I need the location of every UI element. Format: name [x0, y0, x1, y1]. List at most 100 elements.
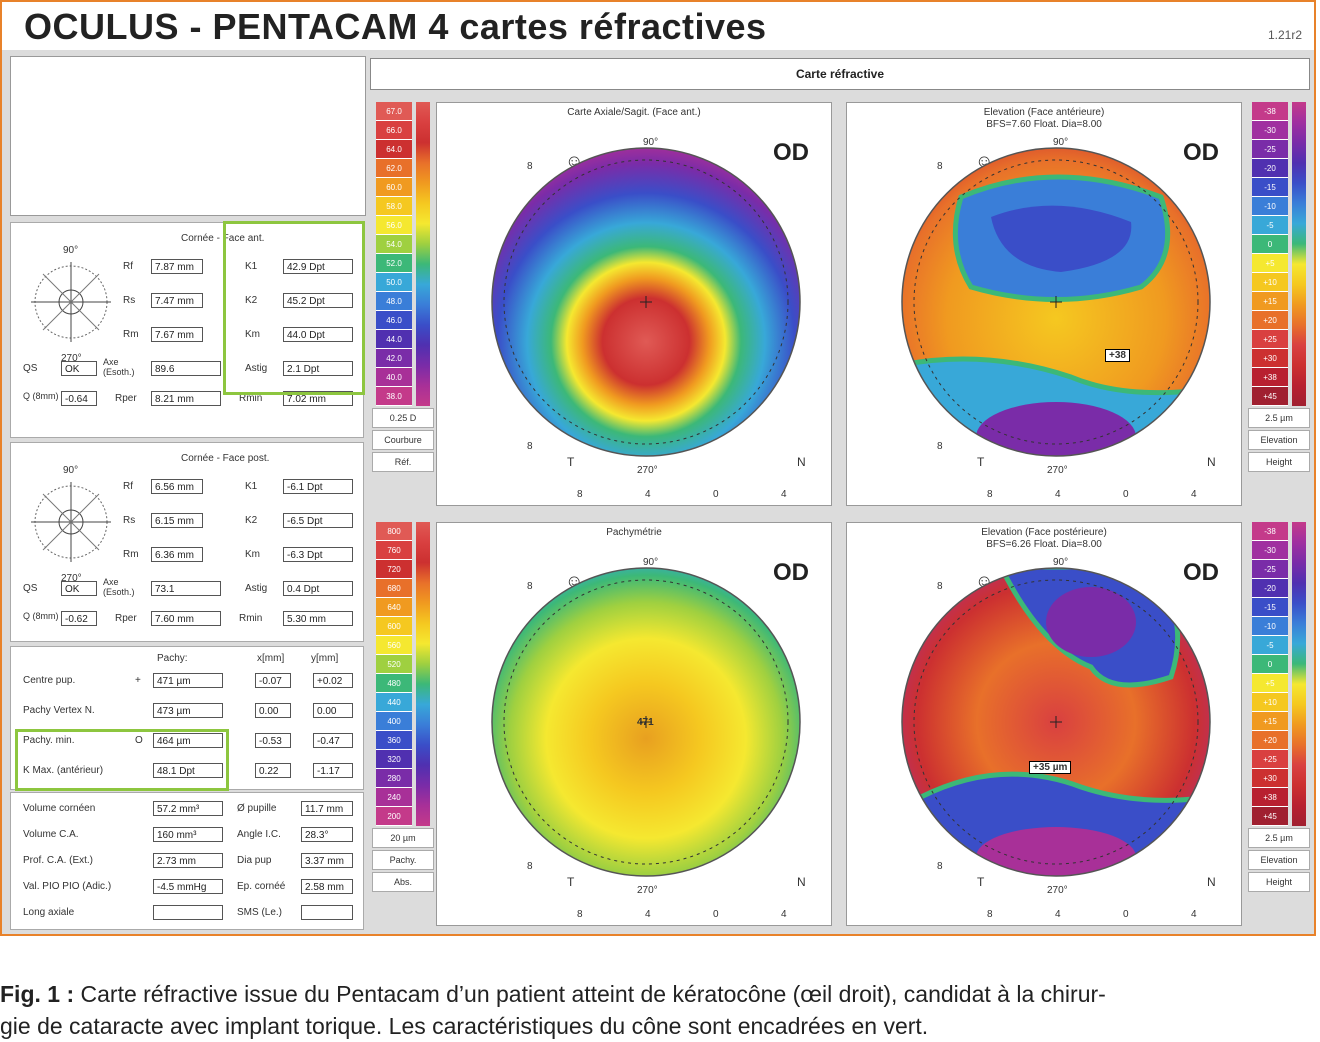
scale-swatch: +45: [1252, 387, 1288, 406]
cornea-front-rper-value[interactable]: 8.21 mm: [151, 391, 221, 406]
chamber-row-value-2[interactable]: 3.37 mm: [301, 853, 353, 868]
pachy-row-y[interactable]: -1.17: [313, 763, 353, 778]
scale-swatch: -25: [1252, 140, 1288, 159]
map-sagittal-disk[interactable]: [481, 137, 811, 467]
cornea-front-k1-value[interactable]: 42.9 Dpt: [283, 259, 353, 274]
chamber-row-label: Volume C.A.: [23, 829, 79, 840]
scale-swatch: 280: [376, 769, 412, 788]
cornea-back-k2-value[interactable]: -6.5 Dpt: [283, 513, 353, 528]
map-title: Pachymétrie: [606, 527, 662, 538]
cornea-front-km-value[interactable]: 44.0 Dpt: [283, 327, 353, 342]
y-tick-label: 8: [527, 161, 533, 172]
center-value: 471: [637, 717, 654, 728]
scale-swatch: -15: [1252, 178, 1288, 197]
cornea-front-qs-value[interactable]: OK: [61, 361, 97, 376]
eye-label: OD: [1183, 139, 1219, 166]
x-tick-label: 8: [577, 489, 583, 500]
main-area: Cornée - Face ant. 90° 270° Rf 7.87 mm K1 42.9…: [2, 50, 1314, 934]
scale-swatch: 0: [1252, 235, 1288, 254]
cornea-front-q-value[interactable]: -0.64: [61, 391, 97, 406]
map-header[interactable]: Carte réfractive: [370, 58, 1310, 90]
pachy-row-x[interactable]: 0.22: [255, 763, 291, 778]
cornea-back-km-value[interactable]: -6.3 Dpt: [283, 547, 353, 562]
cornea-front-astig-value[interactable]: 2.1 Dpt: [283, 361, 353, 376]
scale-foot-1: Courbure: [372, 430, 434, 450]
cornea-back-rs-value[interactable]: 6.15 mm: [151, 513, 203, 528]
chamber-row-value[interactable]: [153, 905, 223, 920]
pachy-col-header: Pachy:: [157, 653, 188, 664]
pachy-row-y[interactable]: +0.02: [313, 673, 353, 688]
map-pachy-disk[interactable]: [481, 557, 811, 887]
pachy-row-value[interactable]: 473 µm: [153, 703, 223, 718]
map-elev_post-disk[interactable]: [891, 557, 1221, 887]
chamber-row-value-2[interactable]: 2.58 mm: [301, 879, 353, 894]
chamber-row-value-2[interactable]: 28.3°: [301, 827, 353, 842]
pachy-row-value[interactable]: 464 µm: [153, 733, 223, 748]
deg270-label: 270°: [1047, 885, 1068, 896]
cornea-back-astig-value[interactable]: 0.4 Dpt: [283, 581, 353, 596]
caption-text: Carte réfractive issue du Pentacam d’un …: [74, 981, 1106, 1007]
x-tick-label: 8: [577, 909, 583, 920]
cornea-back-qs-value[interactable]: OK: [61, 581, 97, 596]
cornea-back-panel: Cornée - Face post. 90° 270° Rf 6.56 mm K1 -6.…: [10, 442, 364, 642]
x-tick-label: 0: [713, 489, 719, 500]
scale-foot-0: 2.5 µm: [1248, 408, 1310, 428]
map-subtitle: BFS=6.26 Float. Dia=8.00: [986, 539, 1102, 550]
chamber-row-label: Val. PIO PIO (Adic.): [23, 881, 112, 892]
cornea-back-axis-value[interactable]: 73.1: [151, 581, 221, 596]
scale-gradient-bar: [416, 102, 430, 406]
map-pachy-color-scale: 800 760 720 680 640 600 560 520 480 440 400 360 320 2…: [372, 522, 434, 892]
axis-n-label: N: [1207, 875, 1216, 889]
map-title: Carte Axiale/Sagit. (Face ant.): [567, 107, 701, 118]
chamber-row-value[interactable]: 2.73 mm: [153, 853, 223, 868]
pachy-row-value[interactable]: 471 µm: [153, 673, 223, 688]
chamber-row-value[interactable]: 160 mm³: [153, 827, 223, 842]
cornea-back-k1-value[interactable]: -6.1 Dpt: [283, 479, 353, 494]
scale-swatch: -5: [1252, 636, 1288, 655]
cornea-back-rper-value[interactable]: 7.60 mm: [151, 611, 221, 626]
pachy-row-y[interactable]: 0.00: [313, 703, 353, 718]
cornea-front-rf-value[interactable]: 7.87 mm: [151, 259, 203, 274]
cornea-front-section-title: Cornée - Face ant.: [181, 233, 265, 244]
cornea-front-deg90: 90°: [63, 245, 79, 256]
scale-swatch: +5: [1252, 674, 1288, 693]
scale-swatch: -15: [1252, 598, 1288, 617]
scale-swatch: +10: [1252, 693, 1288, 712]
map-elev_ant-disk[interactable]: [891, 137, 1221, 467]
deg90-label: 90°: [643, 137, 659, 148]
cornea-back-rm-value[interactable]: 6.36 mm: [151, 547, 203, 562]
pachy-row-x[interactable]: -0.53: [255, 733, 291, 748]
cornea-front-rper-label: Rper: [115, 393, 137, 404]
y-tick-label: 8: [527, 441, 533, 452]
map-elev_ant-area: Elevation (Face antérieure) BFS=7.60 Floa…: [846, 102, 1242, 506]
scale-swatch: +20: [1252, 311, 1288, 330]
cornea-front-k2-value[interactable]: 45.2 Dpt: [283, 293, 353, 308]
y-tick-label: 8: [937, 581, 943, 592]
cornea-front-rm-value[interactable]: 7.67 mm: [151, 327, 203, 342]
chamber-row-value-2[interactable]: 11.7 mm: [301, 801, 353, 816]
pachy-row-value[interactable]: 48.1 Dpt: [153, 763, 223, 778]
scale-swatch: +30: [1252, 349, 1288, 368]
map-sagittal-area: Carte Axiale/Sagit. (Face ant.)OD☺840488…: [436, 102, 832, 506]
cornea-front-axis-value[interactable]: 89.6: [151, 361, 221, 376]
pachy-row-x[interactable]: -0.07: [255, 673, 291, 688]
pachy-row-x[interactable]: 0.00: [255, 703, 291, 718]
cornea-front-panel: Cornée - Face ant. 90° 270° Rf 7.87 mm K1 42.9…: [10, 221, 365, 438]
chamber-row-label: Long axiale: [23, 907, 75, 918]
scale-swatch: -30: [1252, 541, 1288, 560]
axis-n-label: N: [1207, 455, 1216, 469]
pachy-row-y[interactable]: -0.47: [313, 733, 353, 748]
cornea-back-rmin-value[interactable]: 5.30 mm: [283, 611, 353, 626]
chamber-row-value[interactable]: -4.5 mmHg: [153, 879, 223, 894]
cornea-back-rf-value[interactable]: 6.56 mm: [151, 479, 203, 494]
cornea-back-rs-label: Rs: [123, 515, 136, 526]
scale-swatch: 66.0: [376, 121, 412, 140]
cornea-back-q-value[interactable]: -0.62: [61, 611, 97, 626]
chamber-row-value[interactable]: 57.2 mm³: [153, 801, 223, 816]
scale-swatch: 40.0: [376, 368, 412, 387]
x-tick-label: 4: [781, 909, 787, 920]
cornea-front-deg270: 270°: [61, 353, 82, 364]
cornea-front-rs-value[interactable]: 7.47 mm: [151, 293, 203, 308]
chamber-row-value-2[interactable]: [301, 905, 353, 920]
scale-swatch: 64.0: [376, 140, 412, 159]
